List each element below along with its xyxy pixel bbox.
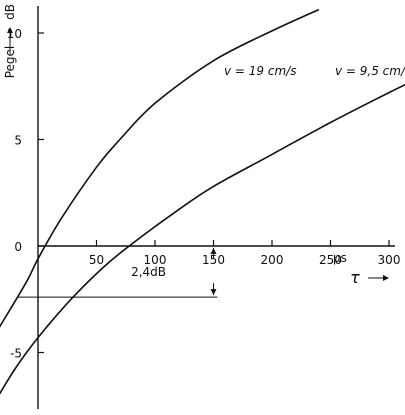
curve-9-5-cm-s [0,83,405,395]
series-label-9-5: v = 9,5 cm/s [335,64,405,78]
y-axis-unit: dB [3,4,17,20]
curve-19-cm-s [0,8,320,328]
x-axis: 50 100 150 200 250 300 [38,240,400,267]
x-axis-unit: µs [333,251,347,265]
level-difference-annotation: 2,4dB [18,248,218,298]
curves [0,8,405,395]
x-tick-label: 250 [319,253,342,267]
x-axis-title: µs τ [333,251,389,287]
y-axis-label: Pegel [3,46,17,79]
x-axis-arrow-head [383,275,389,281]
annotation-label: 2,4dB [131,265,166,279]
x-tick-label: 100 [144,253,167,267]
y-tick-label: 0 [14,240,22,254]
y-axis-arrow-head [7,27,13,33]
annotation-lower-arrow [210,289,217,296]
x-tick-label: 150 [202,253,225,267]
annotation-upper-arrow [210,248,217,254]
x-tick-label: 300 [378,253,401,267]
x-tick-label: 50 [89,253,104,267]
y-tick-label: 5 [14,134,22,148]
x-axis-label: τ [350,268,360,287]
y-axis-title: Pegel dB [3,4,17,78]
y-tick-label: -5 [10,347,22,361]
series-label-19: v = 19 cm/s [224,64,296,78]
x-tick-label: 200 [261,253,284,267]
